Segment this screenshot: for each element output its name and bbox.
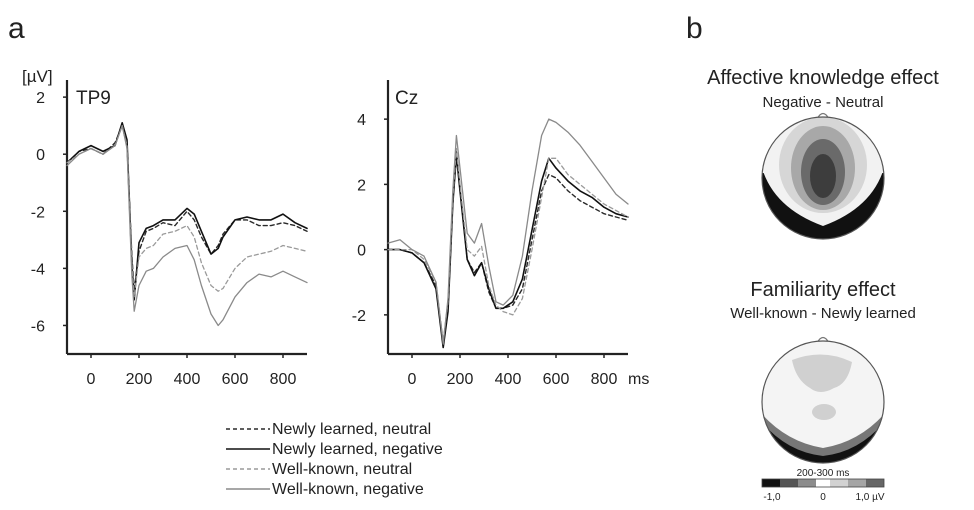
tp9-x-tick-label: 400 [174,371,201,388]
colorbar: 200-300 ms -1,0 0 1,0 µV [761,468,885,503]
colorbar-swatch [816,479,830,487]
channel-label-cz: Cz [395,88,418,109]
tp9-x-tick-label: 200 [126,371,153,388]
topo-region-pos-peak [810,154,836,198]
cz-y-tick-label: 4 [357,112,366,129]
x-unit-label: ms [628,371,649,388]
colorbar-swatch [798,479,816,487]
tp9-series-line [66,125,308,327]
cz-series-line [387,154,629,349]
tp9-erp-chart: [µV] TP9 0 200 400 600 800 2 0 -2 -4 -6 [22,67,308,388]
colorbar-tick-max: 1,0 µV [855,492,884,503]
cz-axes: 0 200 400 600 800 4 2 0 -2 [352,80,628,388]
legend-item-label: Newly learned, negative [272,441,443,458]
cz-x-tick-label: 600 [543,371,570,388]
legend-item-label: Well-known, neutral [272,461,412,478]
cz-x-tick-label: 400 [495,371,522,388]
topomap-affective-subtitle: Negative - Neutral [763,94,884,111]
tp9-y-tick-label: 0 [36,147,45,164]
topomap-familiarity: Familiarity effect Well-known - Newly le… [730,279,916,464]
topomap-familiarity-surface [762,341,884,463]
cz-erp-chart: Cz ms 0 200 400 600 800 4 2 0 -2 [352,80,649,388]
tp9-y-tick-label: -2 [31,204,45,221]
colorbar-swatch [848,479,866,487]
tp9-x-tick-label: 800 [270,371,297,388]
colorbar-swatch [830,479,848,487]
legend-item-label: Well-known, negative [272,481,424,498]
topomap-familiarity-title: Familiarity effect [750,279,896,301]
colorbar-frame [761,478,885,488]
head-outline [761,116,885,240]
colorbar-tick-zero: 0 [820,492,826,503]
tp9-series-line [66,122,308,301]
cz-y-tick-label: -2 [352,308,366,325]
legend-item-label: Newly learned, neutral [272,421,431,438]
topo2-region-pos-light-back [812,404,836,420]
channel-label-tp9: TP9 [76,88,111,109]
topomap-affective-title: Affective knowledge effect [707,67,939,89]
cz-y-tick-label: 2 [357,177,366,194]
cz-y-tick-label: 0 [357,243,366,260]
cz-series-group [387,118,629,349]
colorbar-swatch [762,479,780,487]
tp9-x-tick-label: 600 [222,371,249,388]
cz-x-tick-label: 0 [408,371,417,388]
panel-letter-b: b [686,12,703,45]
colorbar-swatch [866,479,884,487]
tp9-y-tick-label: -6 [31,318,45,335]
tp9-y-tick-label: 2 [36,90,45,107]
topo2-region-pos-light-front [792,354,852,392]
tp9-axes: 0 200 400 600 800 2 0 -2 -4 -6 [31,80,307,388]
cz-series-line [387,151,629,345]
tp9-y-tick-label: -4 [31,261,45,278]
topomap-affective: Affective knowledge effect Negative - Ne… [707,67,939,240]
head-outline [761,340,885,464]
cz-x-tick-label: 200 [447,371,474,388]
topomap-affective-surface [762,117,884,239]
panel-letter-a: a [8,12,25,45]
topomap-familiarity-subtitle: Well-known - Newly learned [730,305,916,322]
tp9-series-group [66,122,308,327]
colorbar-swatch [780,479,798,487]
topo2-region-zero [762,341,884,448]
cz-x-tick-label: 800 [591,371,618,388]
y-unit-label: [µV] [22,67,53,86]
colorbar-tick-min: -1,0 [763,492,781,503]
cz-series-line [387,118,629,345]
colorbar-window-label: 200-300 ms [797,468,850,479]
cz-series-line [387,147,629,342]
tp9-x-tick-label: 0 [87,371,96,388]
legend: Newly learned, neutral Newly learned, neg… [226,421,443,498]
